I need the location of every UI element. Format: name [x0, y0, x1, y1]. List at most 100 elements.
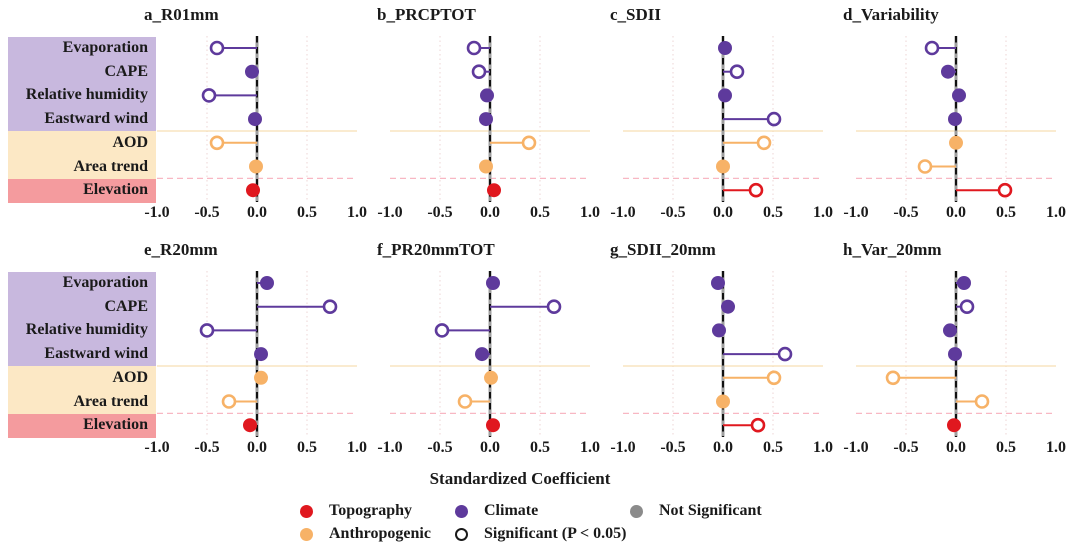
legend-label: Climate — [484, 502, 539, 519]
x-tick-label: 1.0 — [813, 204, 833, 221]
category-label-relative-humidity: Relative humidity — [25, 86, 148, 104]
x-tick-label: -1.0 — [144, 439, 169, 456]
category-label-relative-humidity: Relative humidity — [25, 321, 148, 339]
label-group-climate — [8, 37, 156, 131]
x-tick-label: 1.0 — [347, 204, 367, 221]
x-tick-label: 0.0 — [247, 439, 267, 456]
x-tick-label: -0.5 — [660, 204, 685, 221]
x-tick-label: 1.0 — [347, 439, 367, 456]
panel-title-d-variability: d_Variability — [843, 5, 939, 24]
marker-filled-d-variability-aod — [949, 135, 963, 150]
marker-open-d-variability-elevation — [997, 182, 1013, 198]
marker-filled-d-variability-relative-humidity — [952, 88, 966, 103]
marker-filled-e-r20mm-eastward-wind — [254, 347, 268, 362]
category-label-elevation: Elevation — [83, 416, 148, 434]
x-tick-label: 1.0 — [1046, 439, 1066, 456]
panel-b-prcptot: b_PRCPTOT -1.0 -0.5 0.0 0.5 1.0 — [377, 5, 600, 221]
panel-a-r01mm: a_R01mm -1.0 -0.5 0.0 0.5 1.0 — [144, 5, 367, 221]
marker-open-h-var-20mm-cape — [959, 299, 975, 314]
marker-open-c-sdii-aod — [756, 135, 772, 151]
marker-filled-e-r20mm-aod — [254, 370, 268, 385]
panel-title-h-var-20mm: h_Var_20mm — [843, 240, 942, 259]
panel-c-sdii: c_SDII -1.0 -0.5 0.0 0.5 1.0 — [610, 5, 833, 221]
legend-dot-icon — [455, 504, 468, 518]
x-tick-label: 0.5 — [996, 204, 1016, 221]
marker-filled-b-prcptot-eastward-wind — [479, 112, 493, 127]
category-label-aod: AOD — [112, 133, 148, 151]
x-tick-label: -0.5 — [194, 439, 219, 456]
legend-item-significant-p-0-05-: Significant (P < 0.05) — [455, 525, 626, 543]
marker-filled-a-r01mm-eastward-wind — [248, 112, 262, 127]
x-tick-label: -1.0 — [610, 439, 635, 456]
marker-filled-h-var-20mm-evaporation — [957, 276, 971, 290]
legend-dot-icon — [300, 527, 313, 541]
legend-item-topography: Topography — [300, 502, 412, 520]
category-label-cape: CAPE — [104, 62, 148, 80]
x-tick-label: -0.5 — [660, 439, 685, 456]
marker-filled-b-prcptot-elevation — [487, 183, 501, 198]
panel-title-b-prcptot: b_PRCPTOT — [377, 5, 477, 24]
x-tick-label: 0.5 — [297, 204, 317, 221]
legend-label: Anthropogenic — [329, 525, 431, 542]
marker-filled-g-sdii-20mm-relative-humidity — [712, 323, 726, 338]
marker-filled-h-var-20mm-relative-humidity — [943, 323, 957, 338]
marker-open-c-sdii-elevation — [748, 182, 764, 198]
x-tick-label: 0.5 — [530, 204, 550, 221]
marker-filled-d-variability-eastward-wind — [948, 112, 962, 127]
marker-filled-b-prcptot-relative-humidity — [480, 88, 494, 103]
x-tick-label: 1.0 — [1046, 204, 1066, 221]
marker-open-c-sdii-eastward-wind — [766, 111, 782, 127]
marker-filled-a-r01mm-area-trend — [249, 159, 263, 174]
panel-title-a-r01mm: a_R01mm — [144, 5, 219, 24]
x-tick-label: -0.5 — [893, 439, 918, 456]
x-tick-label: -0.5 — [427, 204, 452, 221]
marker-open-a-r01mm-relative-humidity — [201, 88, 217, 103]
category-label-aod: AOD — [112, 368, 148, 386]
x-tick-label: -0.5 — [427, 439, 452, 456]
marker-open-a-r01mm-aod — [209, 135, 225, 151]
legend-item-anthropogenic: Anthropogenic — [300, 525, 431, 543]
category-label-evaporation: Evaporation — [62, 39, 148, 56]
marker-open-h-var-20mm-aod — [885, 370, 901, 386]
marker-filled-g-sdii-20mm-evaporation — [711, 276, 725, 290]
marker-filled-h-var-20mm-elevation — [947, 418, 961, 433]
marker-open-g-sdii-20mm-elevation — [750, 417, 766, 433]
marker-open-e-r20mm-area-trend — [221, 394, 237, 409]
marker-open-e-r20mm-relative-humidity — [199, 323, 215, 338]
category-label-evaporation: Evaporation — [62, 274, 148, 291]
x-tick-label: -1.0 — [843, 204, 868, 221]
panel-title-g-sdii-20mm: g_SDII_20mm — [610, 240, 716, 259]
marker-filled-e-r20mm-elevation — [243, 418, 257, 433]
marker-open-b-prcptot-aod — [521, 135, 537, 151]
marker-filled-f-pr20mmtot-aod — [484, 370, 498, 385]
label-group-anthropogenic — [8, 131, 156, 179]
x-tick-label: 1.0 — [813, 439, 833, 456]
x-tick-label: 0.0 — [946, 439, 966, 456]
label-group-climate — [8, 272, 156, 366]
label-group-anthropogenic — [8, 366, 156, 414]
marker-open-d-variability-evaporation — [924, 40, 940, 56]
marker-open-a-r01mm-evaporation — [209, 40, 225, 56]
category-label-area-trend: Area trend — [73, 392, 148, 410]
marker-filled-e-r20mm-evaporation — [260, 276, 274, 290]
x-tick-label: 1.0 — [580, 204, 600, 221]
marker-filled-c-sdii-relative-humidity — [718, 88, 732, 103]
marker-open-f-pr20mmtot-area-trend — [457, 394, 473, 409]
marker-open-f-pr20mmtot-relative-humidity — [434, 323, 450, 338]
x-tick-label: 0.0 — [247, 204, 267, 221]
x-tick-label: 0.5 — [996, 439, 1016, 456]
x-tick-label: 0.0 — [480, 439, 500, 456]
panel-d-variability: d_Variability -1.0 -0.5 0.0 0.5 1.0 — [843, 5, 1066, 221]
x-tick-label: 0.0 — [480, 204, 500, 221]
legend-label: Significant (P < 0.05) — [484, 525, 627, 542]
panel-title-c-sdii: c_SDII — [610, 5, 661, 24]
marker-open-f-pr20mmtot-cape — [546, 299, 562, 314]
panel-title-e-r20mm: e_R20mm — [144, 240, 218, 259]
panel-f-pr20mmtot: f_PR20mmTOT -1.0 -0.5 0.0 0.5 1.0 — [377, 240, 600, 456]
x-tick-label: 0.0 — [946, 204, 966, 221]
marker-open-g-sdii-20mm-eastward-wind — [777, 346, 793, 362]
x-tick-label: 0.0 — [713, 439, 733, 456]
legend-dot-icon — [300, 504, 313, 518]
legend-label: Topography — [329, 502, 412, 519]
